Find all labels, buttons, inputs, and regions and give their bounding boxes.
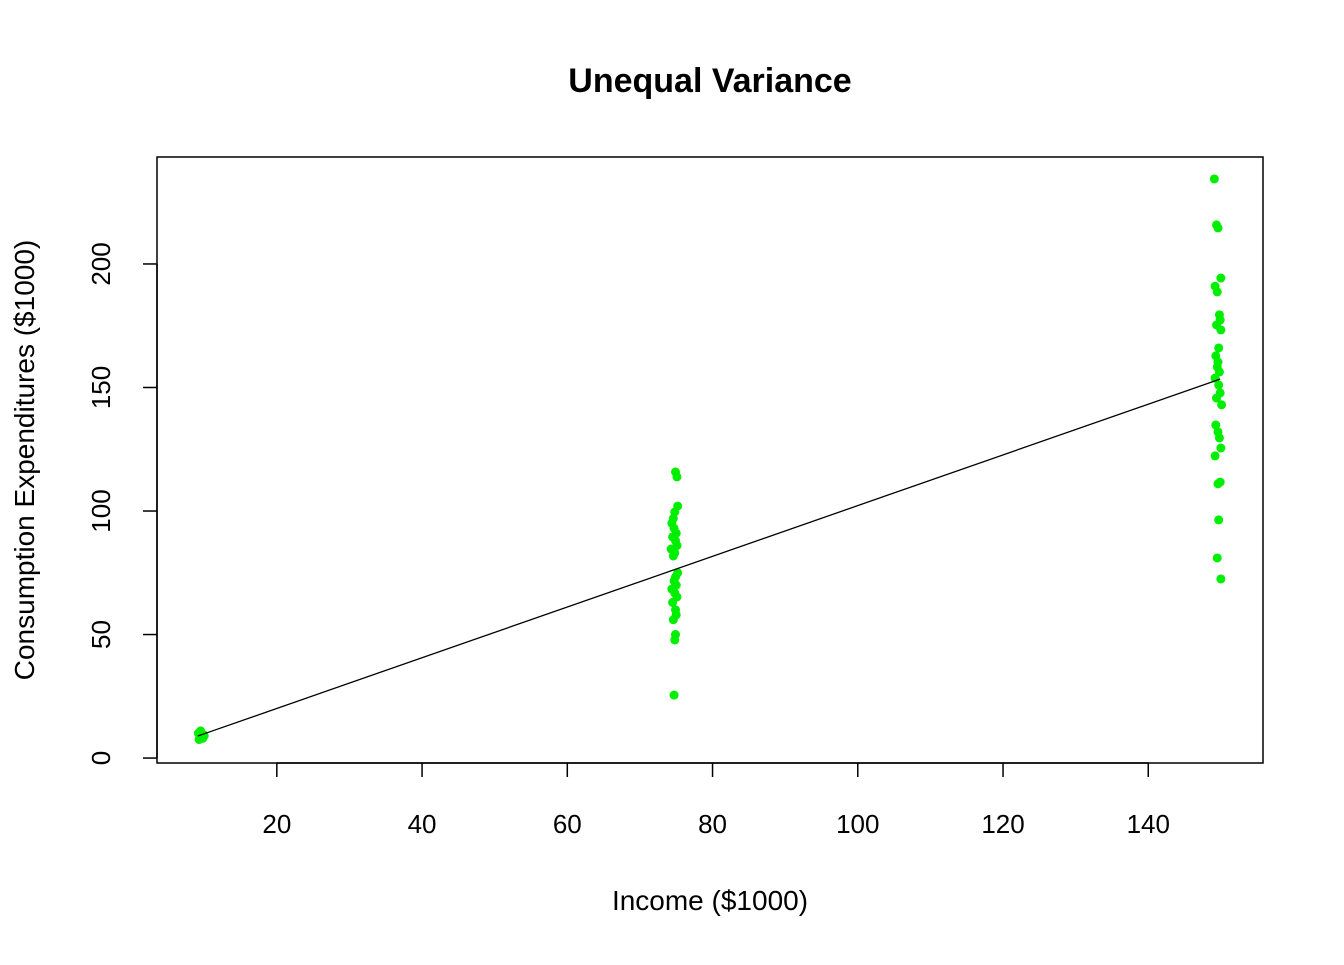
point (1214, 343, 1224, 353)
point (1214, 433, 1224, 443)
point (1211, 420, 1221, 430)
point (1213, 223, 1223, 233)
point (668, 615, 678, 625)
point (1217, 400, 1227, 410)
x-tick-label: 140 (1127, 809, 1170, 839)
x-tick-label: 120 (981, 809, 1024, 839)
x-tick-label: 100 (836, 809, 879, 839)
point (1212, 393, 1222, 403)
plot-frame (156, 156, 1264, 764)
y-axis-label: Consumption Expenditures ($1000) (9, 240, 40, 680)
point (1216, 325, 1226, 335)
point (1213, 479, 1223, 489)
y-tick-label: 50 (86, 620, 116, 649)
x-tick-label: 60 (553, 809, 582, 839)
point (1216, 273, 1226, 283)
point (1216, 443, 1226, 453)
point (1214, 515, 1224, 525)
point (1214, 380, 1224, 390)
chart-title: Unequal Variance (568, 62, 851, 100)
x-tick-label: 40 (408, 809, 437, 839)
point (672, 472, 682, 482)
y-tick-label: 200 (86, 242, 116, 285)
x-tick-label: 80 (698, 809, 727, 839)
y-tick-label: 100 (86, 489, 116, 532)
point (668, 551, 678, 561)
x-tick-label: 20 (262, 809, 291, 839)
x-axis-label: Income ($1000) (612, 885, 808, 916)
point (1210, 451, 1220, 461)
point (1209, 174, 1219, 184)
point (1216, 574, 1226, 584)
y-tick-label: 0 (86, 751, 116, 765)
point (670, 635, 680, 645)
fit-line (197, 378, 1221, 737)
point (669, 690, 679, 700)
point (1212, 287, 1222, 297)
point (1212, 553, 1222, 563)
y-tick-label: 150 (86, 366, 116, 409)
point (668, 597, 678, 607)
